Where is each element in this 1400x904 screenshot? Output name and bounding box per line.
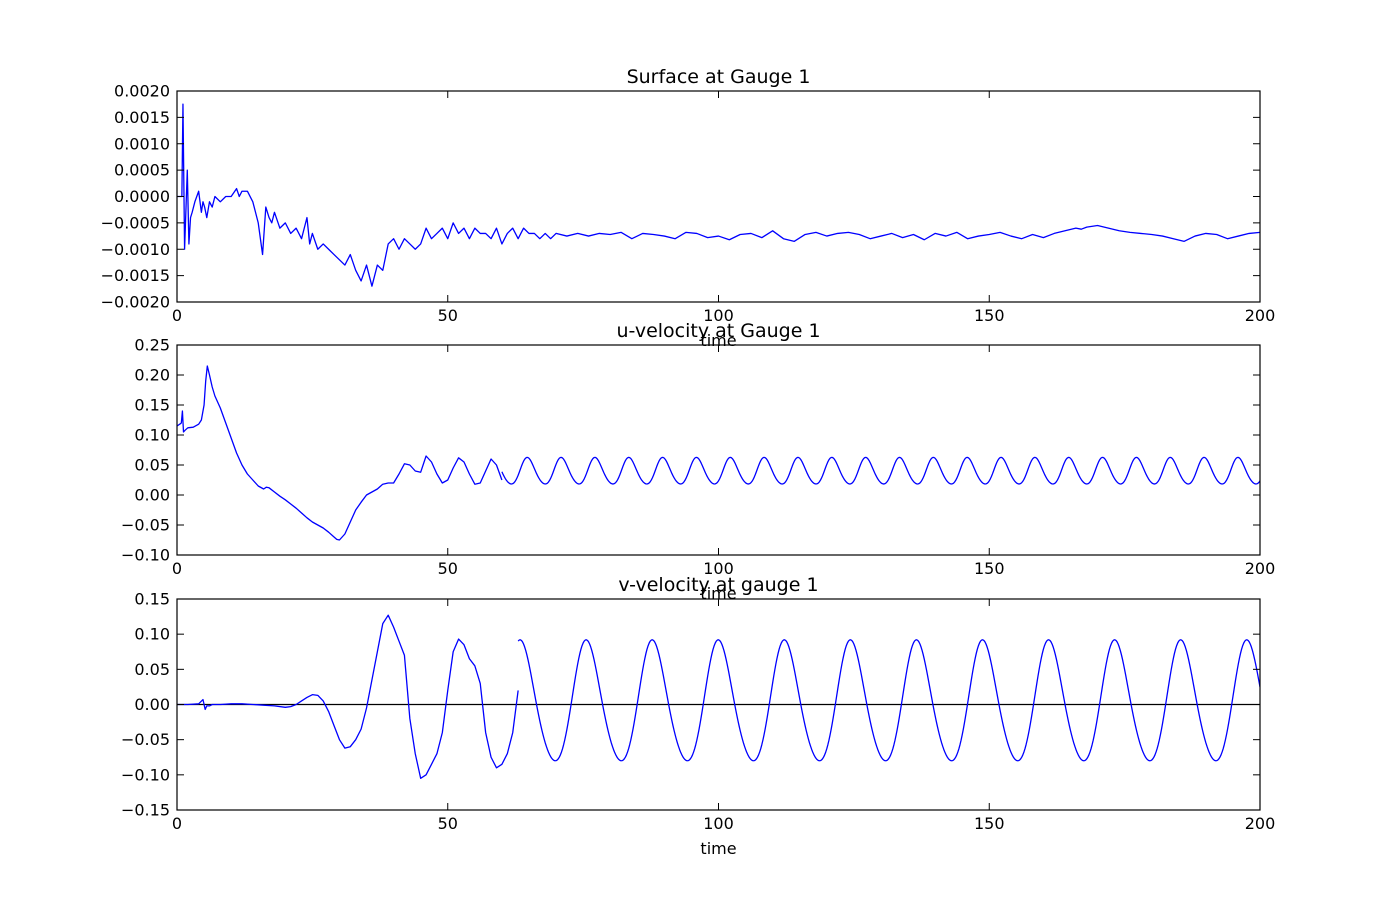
x-tick-label: 200	[1245, 559, 1276, 578]
chart-title: u-velocity at Gauge 1	[616, 320, 820, 342]
y-tick-label: 0.0005	[114, 161, 170, 180]
axes-frame	[176, 90, 1261, 303]
chart-title: Surface at Gauge 1	[627, 66, 811, 88]
y-tick-label: 0.0010	[114, 134, 170, 153]
y-tick-label: 0.10	[134, 625, 170, 644]
x-tick-label: 200	[1245, 306, 1276, 325]
x-tick-label: 100	[703, 306, 734, 325]
x-tick-label: 100	[703, 814, 734, 833]
y-tick-label: −0.0015	[101, 266, 170, 285]
x-tick-label: 50	[438, 306, 458, 325]
series-line-1	[177, 365, 503, 541]
y-tick-label: 0.15	[134, 590, 170, 609]
y-tick-label: 0.00	[134, 486, 170, 505]
y-tick-label: 0.20	[134, 366, 170, 385]
series-line-2	[517, 639, 1260, 762]
chart-title: v-velocity at gauge 1	[618, 574, 818, 596]
y-tick-label: −0.05	[121, 516, 170, 535]
x-tick-label: 0	[172, 306, 182, 325]
x-tick-label: 0	[172, 814, 182, 833]
y-tick-label: −0.10	[121, 765, 170, 784]
y-tick-label: 0.25	[134, 336, 170, 355]
x-axis-label: time	[700, 839, 736, 858]
y-tick-label: −0.0020	[101, 293, 170, 312]
y-tick-label: −0.10	[121, 546, 170, 565]
y-tick-label: 0.15	[134, 396, 170, 415]
y-tick-label: 0.0015	[114, 108, 170, 127]
x-tick-label: 150	[974, 559, 1005, 578]
x-tick-label: 50	[438, 559, 458, 578]
y-tick-label: −0.05	[121, 730, 170, 749]
y-tick-label: 0.00	[134, 695, 170, 714]
panel-3: 0 50 100 150 200 −0.15 −0.10 −0.05 0.00 0.05 0.10 0…	[121, 574, 1275, 858]
x-tick-label: 150	[974, 306, 1005, 325]
series-line-2	[501, 456, 1260, 485]
y-tick-label: −0.0010	[101, 240, 170, 259]
panel-1: 0 50 100 150 200 −0.0020 −0.0015 −0.0010 −0.0005…	[101, 66, 1276, 350]
y-tick-label: 0.0000	[114, 187, 170, 206]
y-tick-label: 0.05	[134, 456, 170, 475]
x-tick-label: 100	[703, 559, 734, 578]
series-line-1	[177, 103, 1260, 287]
x-tick-label: 200	[1245, 814, 1276, 833]
x-axis-label: time	[700, 584, 736, 603]
y-tick-label: 0.05	[134, 660, 170, 679]
axes-frame	[176, 344, 1261, 556]
y-tick-label: −0.0005	[101, 213, 170, 232]
x-tick-label: 0	[172, 559, 182, 578]
series-line-1	[177, 614, 519, 779]
panel-2: 0 50 100 150 200 −0.10 −0.05 0.00 0.05 0.10 0.15 0.…	[121, 320, 1275, 603]
x-tick-label: 50	[438, 814, 458, 833]
y-tick-label: −0.15	[121, 801, 170, 820]
y-tick-label: 0.0020	[114, 82, 170, 101]
x-tick-label: 150	[974, 814, 1005, 833]
y-tick-label: 0.10	[134, 426, 170, 445]
